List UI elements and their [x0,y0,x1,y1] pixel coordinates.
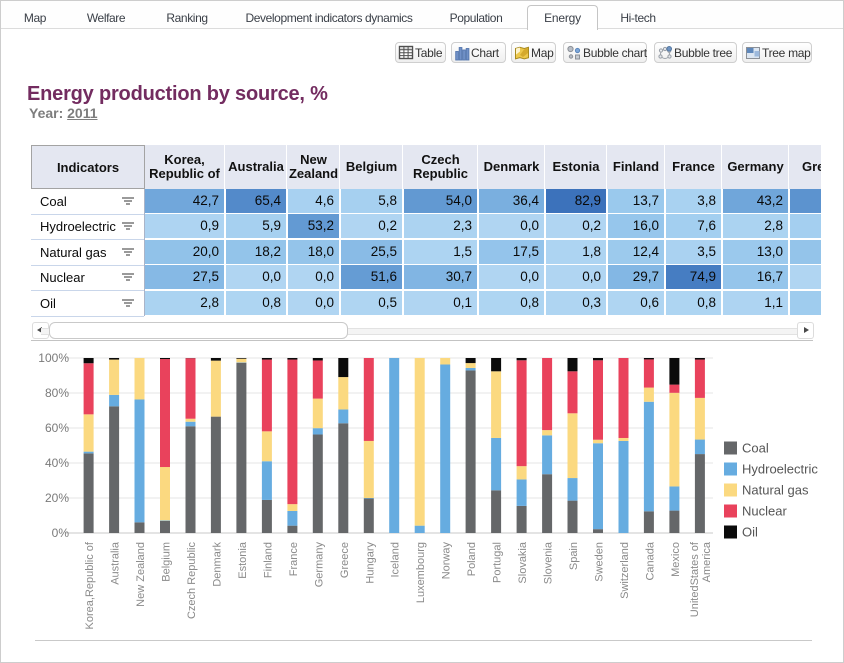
svg-text:Norway: Norway [441,542,453,580]
svg-text:Slovakia: Slovakia [517,541,529,583]
svg-text:Spain: Spain [568,542,580,570]
svg-text:Germany: Germany [313,542,325,588]
svg-text:Poland: Poland [466,542,478,576]
svg-text:Natural gas: Natural gas [742,483,809,498]
svg-text:Oil: Oil [742,525,758,540]
svg-text:Belgium: Belgium [161,542,173,582]
svg-text:0%: 0% [52,526,70,540]
svg-text:Czech Republic: Czech Republic [186,542,198,620]
svg-text:Korea,Republic of: Korea,Republic of [84,541,96,629]
svg-text:Greece: Greece [339,542,351,578]
svg-text:20%: 20% [45,491,69,505]
svg-text:40%: 40% [45,456,69,470]
svg-text:UnitedStates of: UnitedStates of [689,541,701,617]
svg-text:Australia: Australia [110,541,122,585]
svg-text:Portugal: Portugal [492,542,504,583]
svg-text:Hungary: Hungary [364,542,376,584]
svg-text:Nuclear: Nuclear [742,504,787,519]
svg-text:80%: 80% [45,386,69,400]
svg-text:Canada: Canada [644,541,656,580]
svg-text:America: America [701,541,713,582]
svg-text:Estonia: Estonia [237,541,249,579]
svg-text:Slovenia: Slovenia [543,541,555,584]
svg-text:Sweden: Sweden [594,542,606,582]
svg-text:Iceland: Iceland [390,542,402,577]
svg-text:Denmark: Denmark [211,542,223,587]
svg-text:60%: 60% [45,421,69,435]
svg-text:France: France [288,542,300,576]
svg-text:Hydroelectric: Hydroelectric [742,462,818,477]
svg-text:New Zealand: New Zealand [135,542,147,607]
svg-text:Switzerland: Switzerland [619,542,631,599]
svg-text:100%: 100% [38,351,69,365]
svg-text:Coal: Coal [742,441,769,456]
svg-text:Finland: Finland [262,542,274,578]
svg-text:Mexico: Mexico [670,542,682,577]
svg-text:Luxembourg: Luxembourg [415,542,427,603]
